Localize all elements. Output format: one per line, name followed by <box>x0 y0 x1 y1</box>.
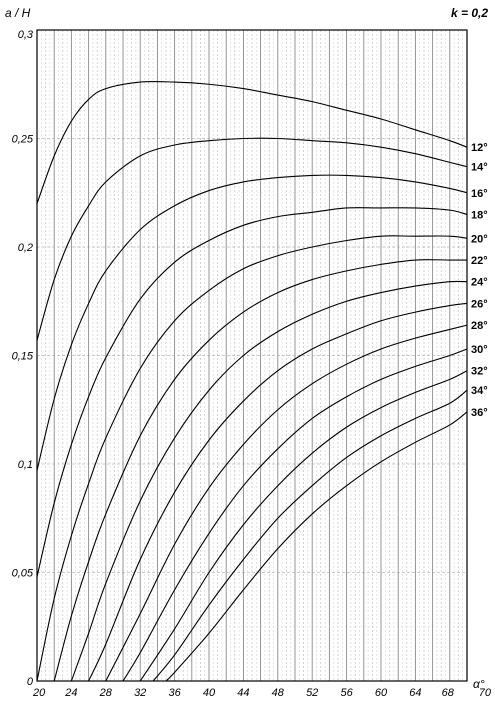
grid <box>36 30 468 681</box>
curve-line <box>36 137 468 341</box>
x-tick-label: 64 <box>409 687 421 699</box>
x-tick-label: 68 <box>442 687 455 699</box>
curve-line <box>152 389 468 682</box>
y-tick-label: 0,3 <box>18 29 34 41</box>
curve-label: 26° <box>471 298 488 310</box>
curve-line <box>105 324 468 682</box>
y-tick-labels: 0 0,05 0,1 0,15 0,2 0,25 0,3 <box>12 29 34 688</box>
x-tick-label: 36 <box>168 687 181 699</box>
curve-label: 34° <box>471 385 488 397</box>
y-tick-label: 0,05 <box>12 568 34 580</box>
parameter-label: k = 0,2 <box>451 6 488 20</box>
x-axis-label: α° <box>473 677 485 691</box>
x-tick-label: 44 <box>237 687 249 699</box>
x-tick-labels: 20 24 28 32 36 40 44 48 52 56 60 64 68 70 <box>32 687 492 699</box>
curve-label: 18° <box>471 209 488 221</box>
curve-line <box>70 280 468 682</box>
x-tick-label: 28 <box>99 687 113 699</box>
y-tick-label: 0,25 <box>12 134 34 146</box>
curve-label: 36° <box>471 407 488 419</box>
curve-line <box>36 80 468 204</box>
x-tick-label: 24 <box>64 687 77 699</box>
curve-line <box>88 302 468 682</box>
y-tick-label: 0,15 <box>12 351 34 363</box>
x-tick-label: 70 <box>479 687 492 699</box>
curve-line <box>53 259 467 682</box>
curve-label: 14° <box>471 162 488 174</box>
y-axis-label: a / H <box>5 6 31 20</box>
curve-label: 16° <box>471 188 488 200</box>
x-tick-label: 40 <box>203 687 216 699</box>
curve-line <box>165 411 468 682</box>
y-tick-label: 0,1 <box>18 459 33 471</box>
curve-line <box>122 348 468 682</box>
y-tick-label: 0 <box>27 676 34 688</box>
curve-line <box>36 174 468 471</box>
curve-line <box>36 207 468 577</box>
x-tick-label: 32 <box>134 687 146 699</box>
curve-labels: 12° 14° 16° 18° 20° 22° 24° 26° 28° 30° 32° 34° 36° <box>471 142 488 419</box>
plot-frame <box>36 29 468 682</box>
x-tick-label: 56 <box>340 687 353 699</box>
curve-line <box>139 370 468 682</box>
curve-label: 32° <box>471 366 488 378</box>
curve-label: 24° <box>471 277 488 289</box>
curve-line <box>36 235 468 682</box>
curve-label: 28° <box>471 320 488 332</box>
y-tick-label: 0,2 <box>18 242 33 254</box>
x-tick-label: 20 <box>32 687 46 699</box>
curve-label: 12° <box>471 142 488 154</box>
x-tick-label: 52 <box>306 687 318 699</box>
x-tick-label: 48 <box>272 687 285 699</box>
curve-label: 20° <box>471 233 488 245</box>
curve-label: 22° <box>471 255 488 267</box>
x-tick-label: 60 <box>375 687 388 699</box>
curve-label: 30° <box>471 344 488 356</box>
curves <box>36 80 468 682</box>
